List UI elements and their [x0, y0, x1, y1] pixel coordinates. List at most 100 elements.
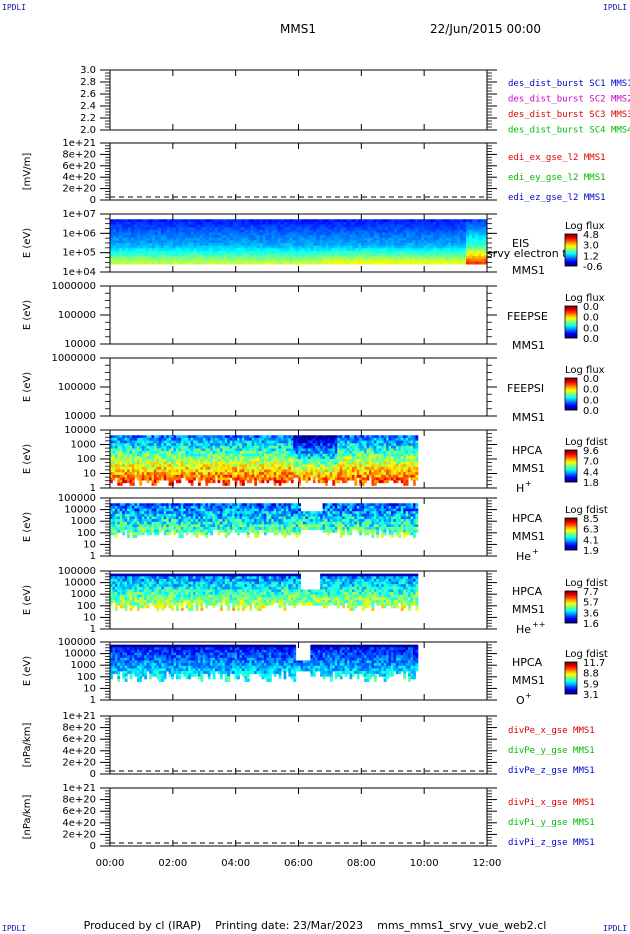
spectrogram-cell: [262, 256, 266, 260]
spectrogram-cell: [280, 235, 284, 239]
spectrogram-cell: [361, 451, 365, 455]
spectrogram-cell: [127, 472, 130, 476]
spectrogram-cell: [307, 229, 311, 233]
spectrogram-cell: [178, 480, 182, 484]
spectrogram-cell: [227, 477, 231, 481]
spectrogram-cell: [356, 448, 360, 452]
spectrogram-cell: [361, 469, 365, 473]
spectrogram-cell: [183, 474, 187, 478]
spectrogram-cell: [316, 250, 320, 254]
spectrogram-cell: [169, 248, 174, 252]
spectrogram-cell: [361, 248, 365, 252]
spectrogram-cell: [197, 482, 201, 486]
spectrogram-cell: [241, 482, 245, 486]
spectrogram-cell: [283, 256, 287, 260]
spectrogram-cell: [153, 440, 157, 444]
spectrogram-cell: [227, 469, 231, 473]
spectrogram-cell: [283, 232, 287, 236]
spectrogram-cell: [358, 250, 362, 254]
spectrogram-cell: [463, 245, 467, 249]
spectrogram-cell: [436, 219, 440, 223]
spectrogram-cell: [472, 261, 476, 265]
spectrogram-cell: [200, 474, 204, 478]
y-tick-label: 0: [90, 195, 96, 206]
spectrogram-cell: [393, 480, 397, 484]
spectrogram-cell: [193, 437, 196, 441]
spectrogram-cell: [305, 453, 309, 457]
spectrogram-cell: [334, 456, 338, 460]
spectrogram-cell: [293, 469, 297, 473]
spectrogram-cell: [121, 243, 126, 247]
spectrogram-cell: [295, 435, 299, 439]
spectrogram-cell: [478, 258, 482, 262]
spectrogram-cell: [114, 505, 118, 509]
spectrogram-cell: [227, 453, 231, 457]
spectrogram-cell: [149, 448, 152, 452]
spectrogram-cell: [295, 453, 299, 457]
spectrogram-cell: [133, 219, 138, 223]
spectrogram-cell: [268, 472, 272, 476]
spectrogram-cell: [397, 258, 401, 262]
spectrogram-cell: [451, 253, 455, 257]
spectrogram-cell: [112, 451, 116, 455]
spectrogram-cell: [340, 248, 344, 252]
colorbar-cell: [565, 474, 577, 476]
spectrogram-cell: [303, 448, 306, 452]
spectrogram-cell: [119, 477, 123, 481]
spectrogram-cell: [484, 250, 488, 254]
spectrogram-cell: [202, 248, 207, 252]
spectrogram-cell: [292, 250, 296, 254]
spectrogram-cell: [197, 440, 201, 444]
spacecraft-label: MMS1: [512, 411, 545, 424]
spectrogram-cell: [205, 480, 209, 484]
spectrogram-cell: [397, 261, 401, 265]
spectrogram-cell: [133, 227, 138, 231]
spectrogram-cell: [110, 456, 113, 460]
spectrogram-cell: [285, 461, 289, 465]
spectrogram-cell: [370, 261, 374, 265]
spectrogram-cell: [241, 250, 246, 254]
spectrogram-cell: [346, 221, 350, 225]
spectrogram-cell: [202, 235, 207, 239]
spectrogram-cell: [361, 437, 365, 441]
spectrogram-cell: [329, 477, 333, 481]
spectrogram-cell: [395, 453, 399, 457]
spectrogram-cell: [430, 232, 434, 236]
spectrogram-cell: [298, 256, 302, 260]
legend-entry: des_dist_burst SC2 MMS2: [508, 95, 630, 105]
spectrogram-cell: [223, 258, 228, 262]
spectrogram-cell: [181, 232, 186, 236]
spectrogram-cell: [131, 440, 135, 444]
spectrogram-cell: [193, 435, 196, 439]
spectrogram-cell: [286, 235, 290, 239]
spectrogram-cell: [241, 253, 246, 257]
spectrogram-cell: [367, 221, 371, 225]
spectrogram-cell: [337, 229, 341, 233]
spectrogram-cell: [343, 237, 347, 241]
spectrogram-cell: [139, 221, 144, 225]
spectrogram-cell: [337, 448, 341, 452]
colorbar-value: 7.0: [583, 457, 599, 468]
spectrogram-cell: [131, 443, 135, 447]
spectrogram-cell: [124, 456, 128, 460]
spectrogram-cell: [349, 221, 353, 225]
spectrogram-cell: [112, 243, 117, 247]
spectrogram-cell: [127, 524, 130, 528]
spectrogram-cell: [403, 448, 407, 452]
spectrogram-cell: [127, 229, 132, 233]
spectrogram-cell: [400, 456, 404, 460]
spectrogram-cell: [364, 469, 367, 473]
spectrogram-cell: [136, 253, 141, 257]
spectrogram-cell: [235, 235, 240, 239]
spectrogram-cell: [397, 237, 401, 241]
spectrogram-cell: [229, 245, 234, 249]
spectrogram-cell: [310, 248, 314, 252]
spectrogram-cell: [229, 250, 234, 254]
spectrogram-cell: [110, 527, 113, 531]
spectrogram-cell: [410, 456, 414, 460]
spectrogram-cell: [400, 474, 404, 478]
spectrogram-cell: [334, 248, 338, 252]
spectrogram-cell: [229, 472, 233, 476]
spectrogram-cell: [460, 224, 464, 228]
spectrogram-cell: [298, 461, 301, 465]
